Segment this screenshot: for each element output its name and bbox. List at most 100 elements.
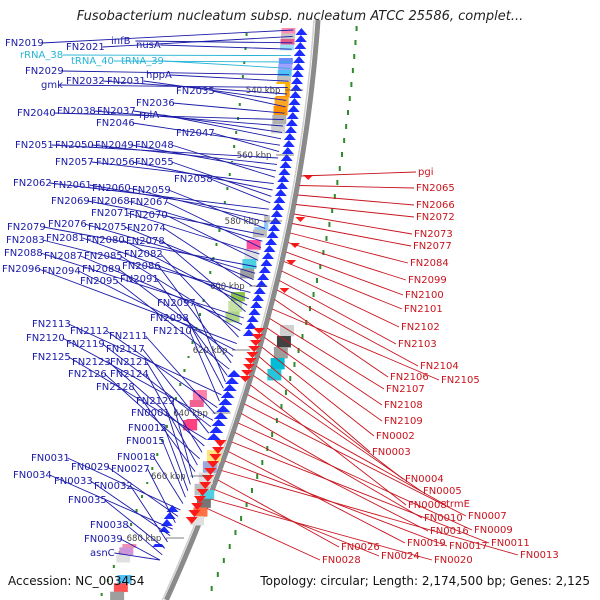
tick-dot — [351, 68, 354, 73]
reverse-gene-arrow — [188, 510, 201, 517]
gene-label: FN2125 — [32, 352, 71, 363]
feature-block — [189, 516, 204, 526]
forward-gene-arrow — [283, 133, 296, 140]
connector-line — [38, 268, 237, 345]
connector-line — [264, 337, 383, 422]
gene-label: FN0026 — [341, 542, 380, 553]
connector-line — [80, 255, 243, 325]
gene-label: FN2113 — [32, 319, 71, 330]
gene-label: FN2084 — [410, 258, 449, 269]
gene-label: FN2096 — [2, 264, 41, 275]
gene-label: FN0013 — [520, 550, 559, 561]
gene-label: FN0019 — [407, 538, 446, 549]
gene-label: gmk — [41, 80, 63, 91]
connector-line — [244, 403, 467, 517]
connector-line — [156, 278, 228, 376]
forward-gene-arrow — [261, 252, 274, 259]
tick-dot — [308, 306, 311, 311]
connector-line — [167, 412, 191, 485]
reverse-gene-arrow — [211, 447, 224, 454]
reverse-gene-arrow — [251, 334, 264, 340]
connector-line — [51, 144, 279, 159]
connector-line — [43, 226, 257, 268]
gene-label: FN0002 — [376, 431, 415, 442]
connector-line — [133, 110, 283, 133]
connector-line — [131, 144, 277, 172]
tick-dot — [250, 488, 253, 493]
connector-line — [82, 237, 249, 300]
gene-label: FN2108 — [384, 400, 423, 411]
connector-line — [132, 386, 196, 472]
connector-line — [160, 253, 239, 338]
feature-block — [119, 547, 134, 556]
forward-gene-arrow — [260, 259, 273, 266]
connector-line — [287, 242, 407, 281]
connector-line — [49, 474, 173, 530]
gene-label: FN2120 — [26, 333, 65, 344]
connector-line — [164, 427, 189, 491]
forward-gene-arrow — [282, 140, 295, 147]
gene-label: FN2019 — [5, 38, 44, 49]
gene-label: FN2066 — [416, 200, 455, 211]
reverse-gene-arrow — [248, 346, 261, 352]
tick-dot — [350, 82, 353, 87]
tick-dot — [223, 201, 226, 204]
gene-label: FN2076 — [48, 219, 87, 230]
gene-label: FN0032 — [94, 481, 133, 492]
forward-gene-arrow — [252, 294, 265, 301]
gene-label: FN0027 — [111, 464, 150, 475]
connector-line — [212, 90, 286, 108]
forward-gene-arrow — [280, 154, 293, 161]
connector-line — [120, 538, 161, 561]
feature-block — [246, 240, 261, 250]
forward-gene-arrow — [290, 77, 303, 84]
forward-gene-arrow — [250, 301, 263, 308]
gene-label: FN2056 — [96, 157, 135, 168]
gene-label: FN2110 — [153, 326, 192, 337]
forward-gene-arrow — [265, 238, 278, 245]
feature-block — [278, 58, 293, 65]
feature-block — [280, 39, 295, 45]
map-title: Fusobacterium nucleatum subsp. nucleatum… — [76, 9, 524, 24]
forward-gene-arrow — [277, 175, 290, 182]
feature-block — [202, 461, 217, 473]
connector-line — [87, 200, 264, 236]
connector-line — [135, 40, 293, 44]
gene-label: FN2085 — [84, 251, 123, 262]
feature-block — [183, 420, 198, 431]
gene-label: FN2111 — [109, 331, 148, 342]
forward-gene-arrow — [287, 105, 300, 112]
reverse-gene-arrow — [253, 328, 266, 334]
connector-line — [171, 144, 275, 178]
gene-label: FN2104 — [420, 361, 459, 372]
forward-gene-arrow — [266, 231, 279, 238]
reverse-gene-arrow — [249, 340, 262, 346]
scale-label: 640 kbp — [173, 409, 208, 419]
connector-line — [295, 204, 415, 218]
gene-label: FN0039 — [84, 534, 123, 545]
forward-gene-arrow — [294, 42, 307, 49]
forward-gene-arrow — [244, 322, 257, 329]
label-connector-lines — [38, 29, 519, 561]
feature-block — [277, 76, 292, 83]
connector-line — [41, 29, 294, 44]
gene-label: FN0018 — [117, 452, 156, 463]
feature-block — [278, 64, 293, 71]
forward-gene-arrow — [248, 308, 261, 315]
connector-line — [42, 239, 251, 293]
gene-label: FN2095 — [80, 276, 119, 287]
reverse-gene-arrow — [199, 482, 212, 489]
gene-label: FN2087 — [44, 251, 83, 262]
tick-dot — [228, 173, 231, 176]
reverse-gene-arrow — [214, 440, 227, 447]
tick-dot — [240, 516, 243, 521]
connector-line — [118, 268, 234, 357]
gene-label: rplA — [139, 110, 159, 121]
gene-label: FN0033 — [54, 476, 93, 487]
gene-label: FN2050 — [55, 140, 94, 151]
forward-gene-arrow — [257, 273, 270, 280]
connector-line — [162, 240, 246, 312]
tick-dot — [271, 432, 274, 437]
feature-block — [196, 498, 211, 508]
